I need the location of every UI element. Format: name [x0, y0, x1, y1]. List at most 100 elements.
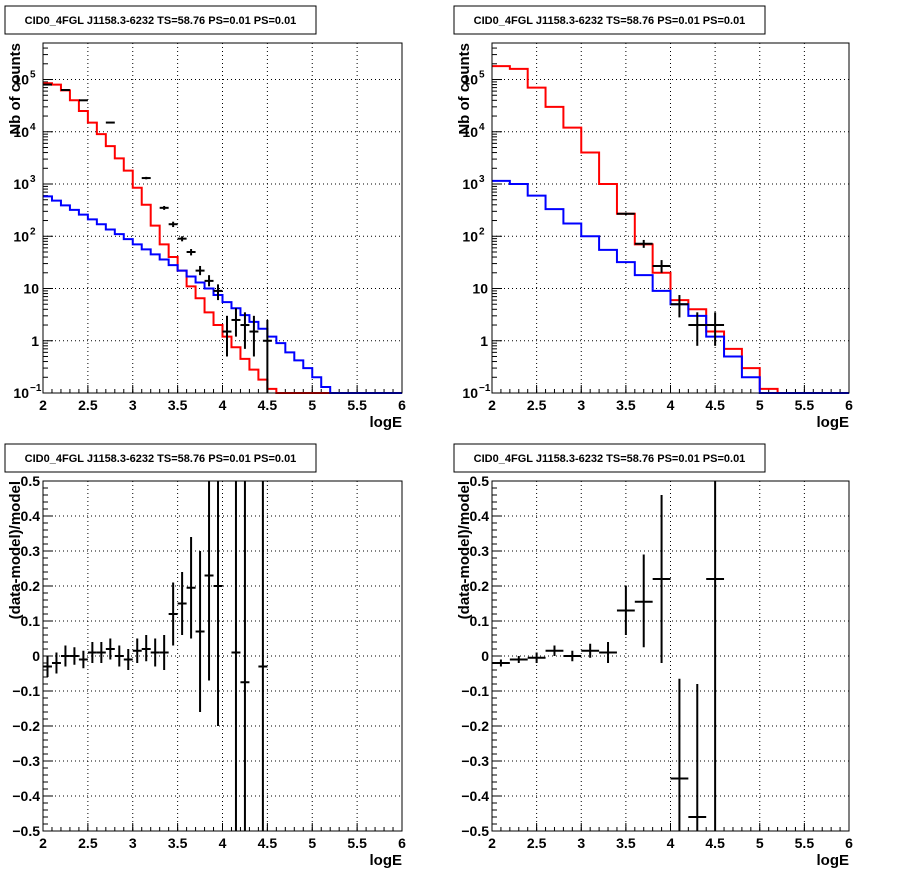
chart-title-box — [4, 443, 317, 473]
y-tick-exponent: 4 — [479, 122, 485, 133]
x-tick-label: 2 — [488, 835, 496, 851]
x-tick-label: 3.5 — [168, 397, 188, 413]
x-axis-label: logE — [370, 414, 403, 431]
y-tick-label: 10 — [13, 124, 29, 140]
plot-frame — [42, 480, 403, 832]
x-tick-label: 2 — [488, 397, 496, 413]
y-tick-exponent: −1 — [479, 383, 491, 394]
y-tick-label: 10 — [13, 176, 29, 192]
x-tick-label: 4.5 — [258, 835, 278, 851]
y-tick-label: −0.3 — [12, 753, 40, 769]
y-tick-label: 0.4 — [21, 508, 41, 524]
y-axis-label: Nb of counts — [7, 43, 24, 135]
chart-residual-left: 2 2.5 3 3.5 4 4.5 5 5.5 6 −0.5 −0.4 −0.3 −0.2 −0.1 0 0.… — [4, 443, 406, 869]
x-tick-label: 2.5 — [527, 835, 547, 851]
y-tick-label: 0.5 — [470, 473, 490, 489]
y-tick-label: 0.2 — [21, 578, 41, 594]
y-tick-exponent: 3 — [479, 174, 485, 185]
y-tick-label: 10 — [472, 281, 488, 297]
y-tick-label: −0.1 — [461, 683, 489, 699]
chart-title-box — [4, 5, 317, 35]
y-tick-exponent: 5 — [479, 70, 485, 81]
y-axis-label: (data-model)/model — [7, 481, 24, 619]
x-tick-label: 4.5 — [705, 397, 725, 413]
x-axis-label: logE — [370, 852, 403, 869]
x-tick-label: 4 — [219, 397, 227, 413]
y-tick-label: 10 — [462, 124, 478, 140]
y-tick-label: 0.1 — [470, 613, 490, 629]
x-tick-label: 5 — [756, 835, 764, 851]
x-tick-label: 5.5 — [347, 397, 367, 413]
x-tick-label: 5 — [756, 397, 764, 413]
y-tick-label: 0.5 — [21, 473, 41, 489]
x-tick-label: 2.5 — [78, 397, 98, 413]
chart-title: CID0_4FGL J1158.3-6232 TS=58.76 PS=0.01 … — [474, 15, 746, 27]
y-tick-exponent: −1 — [30, 383, 42, 394]
x-tick-label: 4 — [667, 397, 675, 413]
x-tick-label: 6 — [845, 835, 853, 851]
x-tick-label: 2 — [39, 835, 47, 851]
x-tick-label: 5.5 — [795, 397, 815, 413]
x-tick-label: 4 — [219, 835, 227, 851]
y-tick-label: 10 — [13, 72, 29, 88]
x-tick-label: 3.5 — [616, 835, 636, 851]
y-tick-label: 1 — [480, 333, 488, 349]
y-tick-label: 0 — [481, 648, 489, 664]
y-tick-label: −0.5 — [461, 823, 489, 839]
x-tick-label: 3 — [577, 397, 585, 413]
x-tick-label: 5 — [308, 835, 316, 851]
y-tick-label: 0.3 — [470, 543, 490, 559]
x-axis-label: logE — [817, 852, 850, 869]
chart-title: CID0_4FGL J1158.3-6232 TS=58.76 PS=0.01 … — [25, 453, 297, 465]
x-axis-label: logE — [817, 414, 850, 431]
panel-top-right: 2 2.5 3 3.5 4 4.5 5 5.5 6 10 −1 1 10 10 2 10 3 10 4 10 5 logE… — [449, 0, 898, 437]
x-tick-label: 5.5 — [795, 835, 815, 851]
y-tick-label: 10 — [462, 72, 478, 88]
x-tick-label: 6 — [845, 397, 853, 413]
y-tick-label: 10 — [462, 176, 478, 192]
y-tick-exponent: 2 — [30, 226, 36, 237]
x-tick-label: 4 — [667, 835, 675, 851]
x-tick-label: 3.5 — [168, 835, 188, 851]
y-tick-exponent: 5 — [30, 70, 36, 81]
panel-top-left: 2 2.5 3 3.5 4 4.5 5 5.5 6 10 −1 1 10 10 2 10 3 10 4 10 5 logE… — [0, 0, 449, 437]
y-tick-exponent: 3 — [30, 174, 36, 185]
y-tick-label: 0.1 — [21, 613, 41, 629]
x-tick-label: 2.5 — [78, 835, 98, 851]
y-tick-label: 10 — [13, 385, 29, 401]
y-tick-label: 10 — [462, 228, 478, 244]
background-histogram-line — [492, 179, 849, 394]
chart-title-box — [453, 443, 766, 473]
y-tick-label: 1 — [31, 333, 39, 349]
x-tick-label: 3 — [129, 397, 137, 413]
panel-bottom-left: 2 2.5 3 3.5 4 4.5 5 5.5 6 −0.5 −0.4 −0.3 −0.2 −0.1 0 0.… — [0, 437, 449, 875]
y-tick-label: 10 — [462, 385, 478, 401]
y-tick-exponent: 4 — [30, 122, 36, 133]
x-tick-label: 3 — [129, 835, 137, 851]
x-tick-label: 5 — [308, 397, 316, 413]
x-tick-label: 2 — [39, 397, 47, 413]
chart-title-box — [453, 5, 766, 35]
y-tick-label: 0.3 — [21, 543, 41, 559]
y-tick-exponent: 2 — [479, 226, 485, 237]
y-tick-label: 10 — [23, 281, 39, 297]
y-tick-label: −0.3 — [461, 753, 489, 769]
x-tick-label: 5.5 — [347, 835, 367, 851]
model-histogram-line — [43, 82, 402, 394]
y-tick-label: −0.4 — [461, 788, 489, 804]
plot-frame — [42, 42, 403, 394]
x-tick-label: 6 — [398, 397, 406, 413]
x-tick-label: 6 — [398, 835, 406, 851]
plot-frame — [491, 42, 850, 394]
chart-title: CID0_4FGL J1158.3-6232 TS=58.76 PS=0.01 … — [25, 15, 297, 27]
y-tick-label: −0.1 — [12, 683, 40, 699]
y-axis-label: (data-model)/model — [456, 481, 473, 619]
panel-bottom-right: 2 2.5 3 3.5 4 4.5 5 5.5 6 −0.5 −0.4 −0.3 −0.2 −0.1 0 0.… — [449, 437, 898, 875]
x-tick-label: 2.5 — [527, 397, 547, 413]
y-axis-label: Nb of counts — [456, 43, 473, 135]
x-tick-label: 3.5 — [616, 397, 636, 413]
y-tick-label: −0.2 — [461, 718, 489, 734]
x-tick-label: 4.5 — [705, 835, 725, 851]
